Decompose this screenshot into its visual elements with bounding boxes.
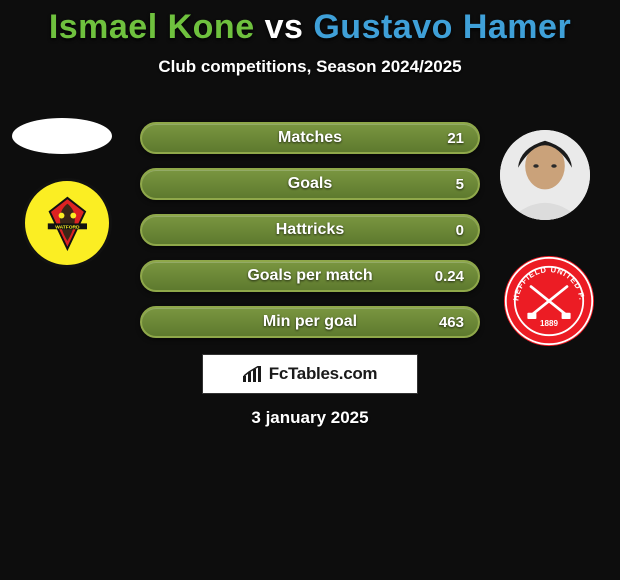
stat-value-right: 5 <box>456 176 464 193</box>
stat-label: Matches <box>142 129 478 147</box>
stat-label: Goals per match <box>142 267 478 285</box>
club-badge-watford: WATFORD <box>22 178 112 268</box>
stats-area: Matches21 Goals5 Hattricks0 Goals per match… <box>140 122 480 352</box>
player1-photo <box>12 118 112 154</box>
club-founded-year: 1889 <box>540 319 558 328</box>
stat-label: Goals <box>142 175 478 193</box>
stat-label: Hattricks <box>142 221 478 239</box>
player2-name: Gustavo Hamer <box>313 8 571 46</box>
branding-text: FcTables.com <box>269 364 378 384</box>
stat-row: Goals5 <box>140 168 480 200</box>
stat-value-right: 21 <box>447 130 464 147</box>
club-badge-sheffield-united: SHEFFIELD UNITED F.C 1889 <box>504 256 594 346</box>
subtitle: Club competitions, Season 2024/2025 <box>0 57 620 77</box>
stat-row: Min per goal463 <box>140 306 480 338</box>
stat-label: Min per goal <box>142 313 478 331</box>
comparison-title: Ismael Kone vs Gustavo Hamer <box>0 0 620 47</box>
svg-text:WATFORD: WATFORD <box>55 224 80 230</box>
vs-text: vs <box>265 8 304 46</box>
stat-row: Matches21 <box>140 122 480 154</box>
stat-row: Goals per match0.24 <box>140 260 480 292</box>
chart-icon <box>243 366 263 382</box>
stat-value-right: 463 <box>439 314 464 331</box>
player2-photo <box>500 130 590 220</box>
stat-row: Hattricks0 <box>140 214 480 246</box>
stat-value-right: 0.24 <box>435 268 464 285</box>
date-text: 3 january 2025 <box>0 408 620 428</box>
player1-name: Ismael Kone <box>49 8 255 46</box>
branding-box: FcTables.com <box>202 354 418 394</box>
stat-value-right: 0 <box>456 222 464 239</box>
